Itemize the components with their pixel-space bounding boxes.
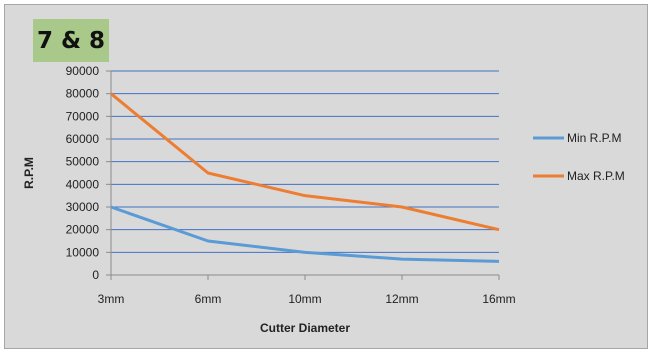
- y-tick-label: 30000: [66, 200, 100, 214]
- y-tick-label: 50000: [66, 155, 100, 169]
- y-axis-title: R.P.M: [22, 157, 36, 189]
- chart-frame: 7 & 8 0 10000 20000 30000 40000 50000 60000 700…: [4, 4, 648, 349]
- y-tick-label: 0: [92, 268, 99, 282]
- x-tick-label: 12mm: [385, 292, 418, 306]
- legend-label: Max R.P.M: [567, 169, 625, 183]
- legend-label: Min R.P.M: [567, 131, 621, 145]
- tick-labels: 0 10000 20000 30000 40000 50000 60000 70000 8000…: [66, 64, 516, 306]
- x-tick-label: 6mm: [195, 292, 222, 306]
- y-tick-label: 40000: [66, 177, 100, 191]
- y-tick-label: 90000: [66, 64, 100, 78]
- y-tick-label: 20000: [66, 223, 100, 237]
- series-line-max: [110, 92, 500, 232]
- series-lines: [110, 92, 500, 263]
- legend: Min R.P.M Max R.P.M: [533, 131, 625, 183]
- series-line-min: [110, 205, 500, 263]
- chart-badge: 7 & 8: [33, 19, 109, 62]
- axes: [106, 70, 500, 280]
- x-axis-title: Cutter Diameter: [260, 321, 350, 335]
- x-tick-label: 10mm: [288, 292, 321, 306]
- line-chart: 0 10000 20000 30000 40000 50000 60000 70000 8000…: [22, 64, 625, 335]
- y-tick-label: 10000: [66, 245, 100, 259]
- x-tick-label: 16mm: [482, 292, 515, 306]
- y-tick-label: 80000: [66, 87, 100, 101]
- gridlines: [111, 70, 499, 253]
- x-tick-label: 3mm: [98, 292, 125, 306]
- y-tick-label: 70000: [66, 109, 100, 123]
- y-tick-label: 60000: [66, 132, 100, 146]
